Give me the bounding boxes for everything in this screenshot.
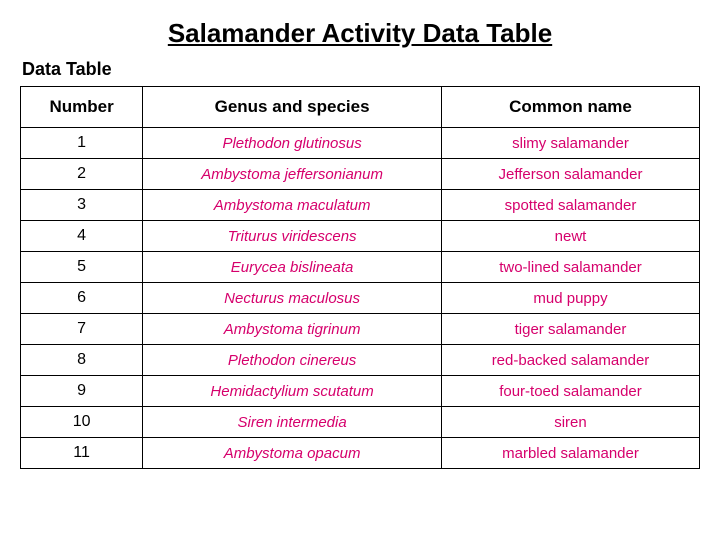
cell-number: 8 bbox=[21, 345, 143, 376]
cell-number: 7 bbox=[21, 314, 143, 345]
table-row: 5Eurycea bislineatatwo-lined salamander bbox=[21, 252, 700, 283]
cell-number: 11 bbox=[21, 438, 143, 469]
cell-genus: Ambystoma tigrinum bbox=[143, 314, 442, 345]
table-header-row: Number Genus and species Common name bbox=[21, 87, 700, 128]
table-row: 9Hemidactylium scutatumfour-toed salaman… bbox=[21, 376, 700, 407]
table-row: 2Ambystoma jeffersonianumJefferson salam… bbox=[21, 159, 700, 190]
cell-common: newt bbox=[441, 221, 699, 252]
cell-common: red-backed salamander bbox=[441, 345, 699, 376]
cell-common: spotted salamander bbox=[441, 190, 699, 221]
table-row: 4Triturus viridescensnewt bbox=[21, 221, 700, 252]
col-header-genus: Genus and species bbox=[143, 87, 442, 128]
cell-common: two-lined salamander bbox=[441, 252, 699, 283]
cell-common: marbled salamander bbox=[441, 438, 699, 469]
table-subtitle: Data Table bbox=[22, 59, 700, 80]
cell-common: four-toed salamander bbox=[441, 376, 699, 407]
cell-number: 4 bbox=[21, 221, 143, 252]
salamander-table: Number Genus and species Common name 1Pl… bbox=[20, 86, 700, 469]
table-row: 3Ambystoma maculatumspotted salamander bbox=[21, 190, 700, 221]
cell-common: slimy salamander bbox=[441, 128, 699, 159]
cell-number: 1 bbox=[21, 128, 143, 159]
cell-genus: Triturus viridescens bbox=[143, 221, 442, 252]
cell-genus: Plethodon cinereus bbox=[143, 345, 442, 376]
cell-genus: Eurycea bislineata bbox=[143, 252, 442, 283]
cell-genus: Plethodon glutinosus bbox=[143, 128, 442, 159]
cell-number: 5 bbox=[21, 252, 143, 283]
cell-number: 3 bbox=[21, 190, 143, 221]
cell-common: Jefferson salamander bbox=[441, 159, 699, 190]
cell-genus: Ambystoma opacum bbox=[143, 438, 442, 469]
cell-genus: Hemidactylium scutatum bbox=[143, 376, 442, 407]
cell-genus: Necturus maculosus bbox=[143, 283, 442, 314]
cell-common: mud puppy bbox=[441, 283, 699, 314]
table-row: 11Ambystoma opacummarbled salamander bbox=[21, 438, 700, 469]
col-header-number: Number bbox=[21, 87, 143, 128]
table-row: 8Plethodon cinereusred-backed salamander bbox=[21, 345, 700, 376]
cell-common: siren bbox=[441, 407, 699, 438]
page-title: Salamander Activity Data Table bbox=[20, 18, 700, 49]
cell-common: tiger salamander bbox=[441, 314, 699, 345]
table-row: 10Siren intermediasiren bbox=[21, 407, 700, 438]
cell-number: 10 bbox=[21, 407, 143, 438]
table-row: 7Ambystoma tigrinumtiger salamander bbox=[21, 314, 700, 345]
cell-genus: Ambystoma maculatum bbox=[143, 190, 442, 221]
cell-number: 6 bbox=[21, 283, 143, 314]
table-row: 1Plethodon glutinosusslimy salamander bbox=[21, 128, 700, 159]
cell-number: 2 bbox=[21, 159, 143, 190]
table-body: 1Plethodon glutinosusslimy salamander2Am… bbox=[21, 128, 700, 469]
table-row: 6Necturus maculosusmud puppy bbox=[21, 283, 700, 314]
cell-genus: Siren intermedia bbox=[143, 407, 442, 438]
col-header-common: Common name bbox=[441, 87, 699, 128]
cell-number: 9 bbox=[21, 376, 143, 407]
cell-genus: Ambystoma jeffersonianum bbox=[143, 159, 442, 190]
